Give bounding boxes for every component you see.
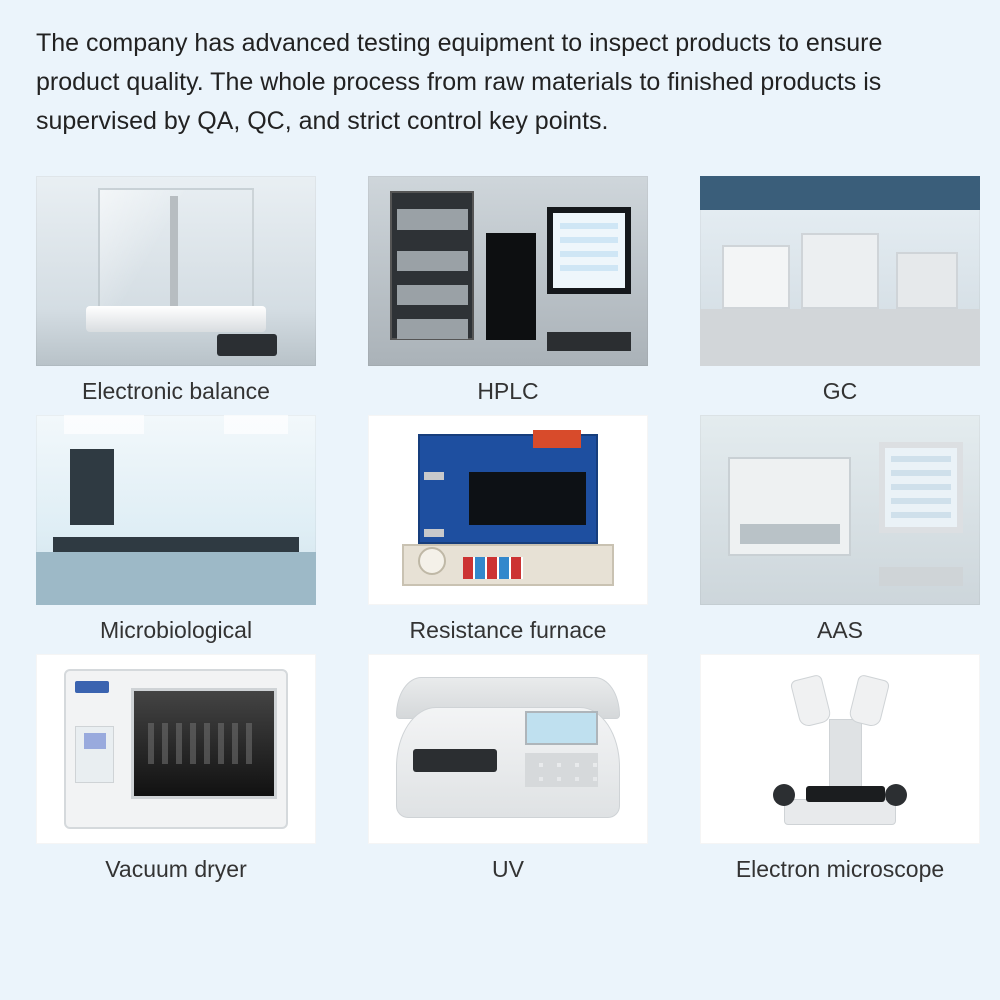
uv-image (368, 654, 648, 844)
electron-microscope-image (700, 654, 980, 844)
aas-image (700, 415, 980, 605)
caption: UV (492, 856, 524, 883)
intro-text: The company has advanced testing equipme… (36, 24, 964, 140)
caption: Resistance furnace (410, 617, 607, 644)
vacuum-dryer-image (36, 654, 316, 844)
caption: HPLC (477, 378, 538, 405)
equipment-grid: Electronic balance HPLC GC Microbiologic… (36, 176, 964, 883)
equipment-item: Vacuum dryer (36, 654, 316, 883)
electronic-balance-image (36, 176, 316, 366)
microbiological-image (36, 415, 316, 605)
equipment-item: Resistance furnace (368, 415, 648, 644)
caption: Electronic balance (82, 378, 270, 405)
equipment-item: Electronic balance (36, 176, 316, 405)
caption: Electron microscope (736, 856, 944, 883)
caption: AAS (817, 617, 863, 644)
equipment-item: AAS (700, 415, 980, 644)
resistance-furnace-image (368, 415, 648, 605)
equipment-item: UV (368, 654, 648, 883)
caption: Vacuum dryer (105, 856, 246, 883)
caption: GC (823, 378, 858, 405)
equipment-item: Microbiological (36, 415, 316, 644)
caption: Microbiological (100, 617, 252, 644)
gc-image (700, 176, 980, 366)
equipment-item: GC (700, 176, 980, 405)
equipment-item: HPLC (368, 176, 648, 405)
equipment-item: Electron microscope (700, 654, 980, 883)
hplc-image (368, 176, 648, 366)
